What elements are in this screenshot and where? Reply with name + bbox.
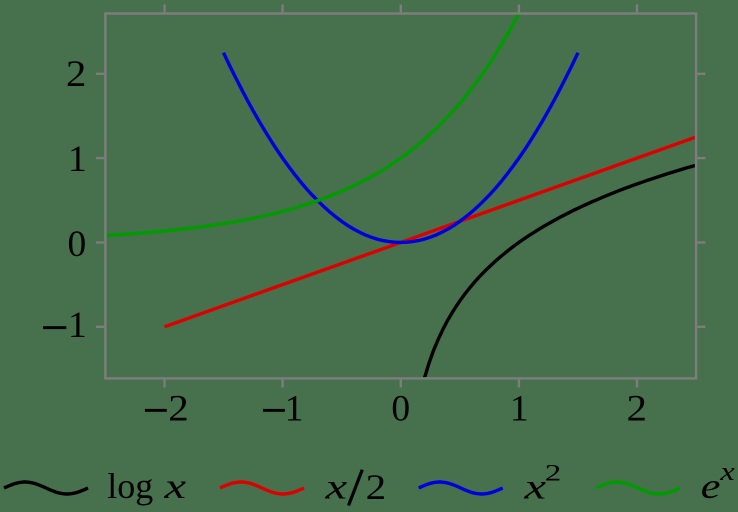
svg-text:x: x	[523, 467, 546, 507]
svg-text:2: 2	[545, 461, 562, 487]
svg-text:log: log	[107, 466, 153, 506]
svg-text:2: 2	[66, 54, 87, 95]
svg-text:1: 1	[68, 305, 87, 346]
svg-text:e: e	[701, 466, 721, 506]
svg-text:1: 1	[285, 389, 304, 430]
svg-text:x: x	[719, 457, 735, 486]
svg-text:2: 2	[366, 467, 387, 507]
svg-text:1: 1	[510, 389, 529, 430]
svg-text:x: x	[163, 466, 186, 506]
svg-text:0: 0	[391, 389, 410, 430]
svg-text:0: 0	[67, 224, 86, 265]
svg-text:x: x	[324, 467, 347, 507]
svg-text:1: 1	[68, 139, 87, 180]
svg-text:2: 2	[168, 389, 189, 430]
svg-text:2: 2	[627, 389, 648, 430]
